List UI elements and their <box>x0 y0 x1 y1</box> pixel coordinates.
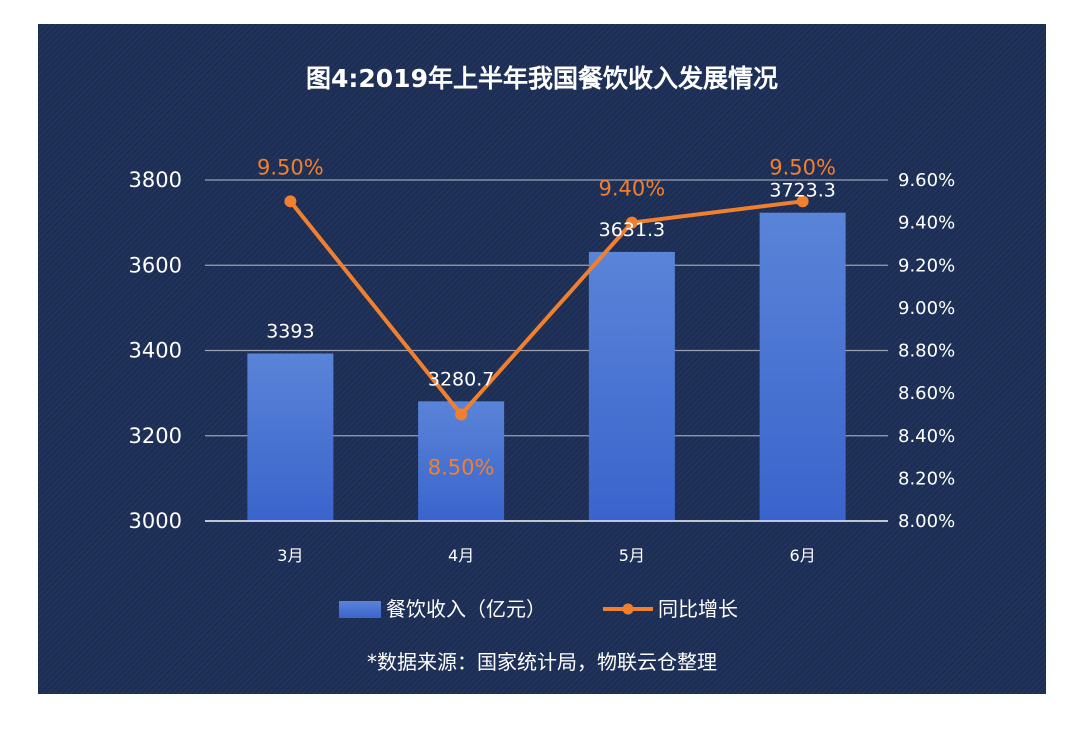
y-left-tick-label: 3600 <box>129 253 182 277</box>
growth-point <box>284 195 297 208</box>
source-note: *数据来源：国家统计局，物联云仓整理 <box>367 650 717 674</box>
legend-label-growth: 同比增长 <box>658 597 738 621</box>
bar-value-label: 3631.3 <box>599 219 665 241</box>
x-tick-label: 3月 <box>277 546 303 565</box>
y-right-tick-label: 9.00% <box>898 298 955 319</box>
bar <box>759 212 846 522</box>
legend: 餐饮收入（亿元） 同比增长 <box>339 597 738 621</box>
growth-point <box>455 408 468 421</box>
bar-value-label: 3280.7 <box>428 368 494 390</box>
y-left-tick-label: 3000 <box>129 509 182 533</box>
y-right-tick-label: 9.20% <box>898 255 955 276</box>
bar-value-label: 3723.3 <box>769 180 835 202</box>
y-right-tick-label: 8.80% <box>898 341 955 362</box>
growth-value-label: 9.50% <box>257 155 324 179</box>
y-left-tick-label: 3200 <box>129 424 182 448</box>
y-right-tick-label: 8.60% <box>898 383 955 404</box>
x-tick-label: 4月 <box>448 546 474 565</box>
growth-point <box>796 195 809 208</box>
x-tick-label: 6月 <box>790 546 816 565</box>
chart-panel: 图4:2019年上半年我国餐饮收入发展情况 3393 3280.7 3631.3 37… <box>38 24 1046 694</box>
y-right-tick-label: 9.40% <box>898 213 955 234</box>
growth-line <box>288 199 803 417</box>
bar <box>418 401 505 521</box>
chart-title: 图4:2019年上半年我国餐饮收入发展情况 <box>306 64 778 93</box>
growth-value-label: 9.40% <box>599 177 666 201</box>
growth-point <box>625 216 638 229</box>
x-tick-label: 5月 <box>619 546 645 565</box>
bar <box>247 353 334 521</box>
combo-chart: 图4:2019年上半年我国餐饮收入发展情况 3393 3280.7 3631.3 37… <box>129 64 956 674</box>
growth-value-label: 9.50% <box>769 155 836 179</box>
legend-line-marker <box>622 603 634 615</box>
y-left-tick-label: 3400 <box>129 339 182 363</box>
legend-bar-swatch <box>339 601 381 618</box>
y-right-tick-label: 8.20% <box>898 468 955 489</box>
y-left-tick-label: 3800 <box>129 168 182 192</box>
bar-value-label: 3393 <box>266 320 314 342</box>
growth-value-label: 8.50% <box>428 455 495 479</box>
legend-label-revenue: 餐饮收入（亿元） <box>386 597 546 621</box>
y-right-tick-label: 9.60% <box>898 170 955 191</box>
bar <box>588 251 675 521</box>
y-right-tick-label: 8.40% <box>898 426 955 447</box>
y-right-tick-label: 8.00% <box>898 511 955 532</box>
